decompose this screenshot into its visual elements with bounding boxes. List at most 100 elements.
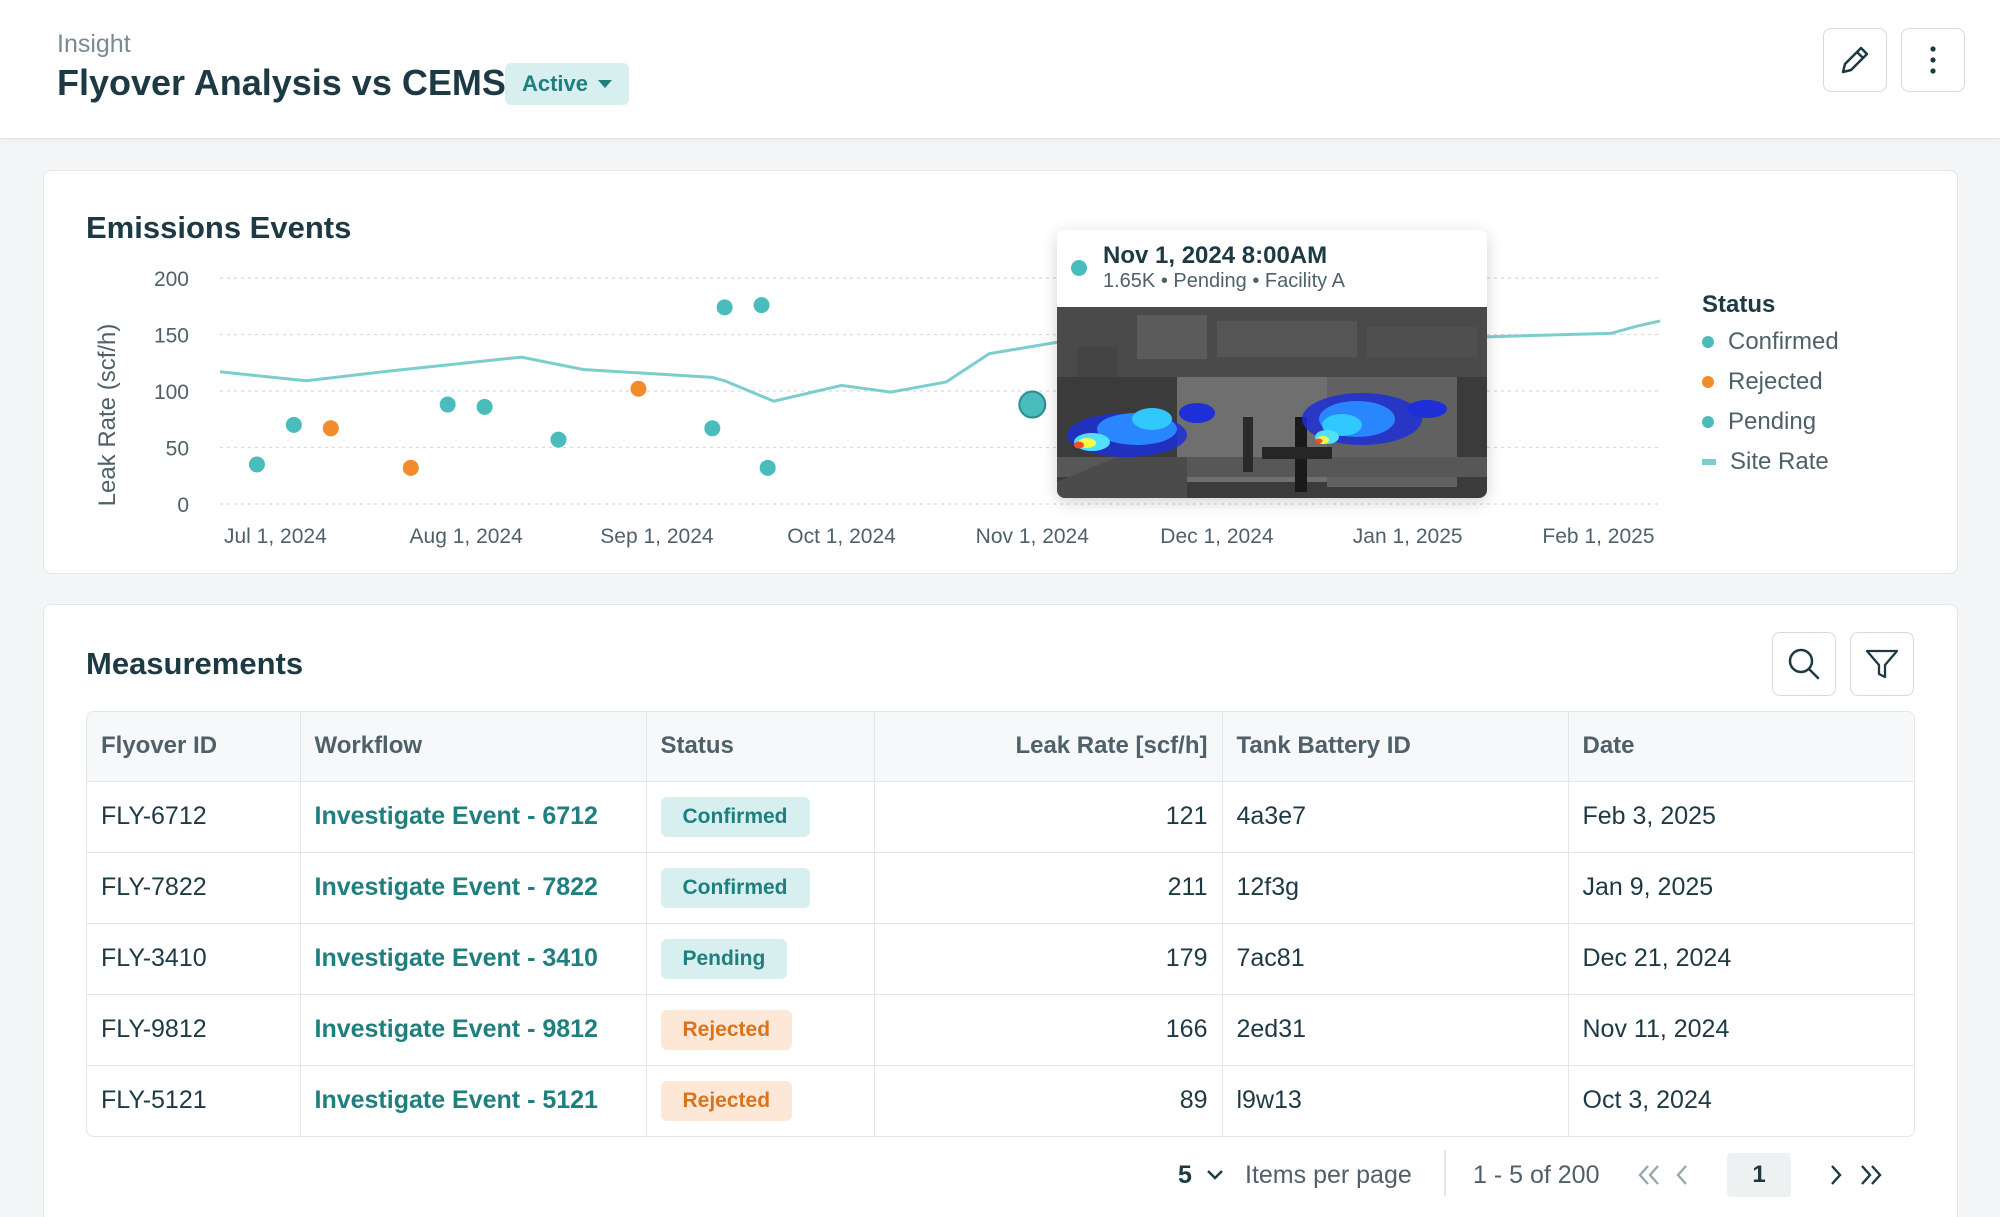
- workflow-link[interactable]: Investigate Event - 3410: [314, 944, 598, 972]
- legend-label: Confirmed: [1728, 328, 1839, 355]
- table-row[interactable]: FLY-5121 Investigate Event - 5121 Rejected…: [87, 1065, 1914, 1136]
- data-point-confirmed[interactable]: [439, 396, 456, 413]
- chart-title: Emissions Events: [86, 210, 352, 245]
- cell-workflow: Investigate Event - 5121: [300, 1065, 647, 1136]
- current-page[interactable]: 1: [1727, 1153, 1791, 1197]
- data-point-confirmed[interactable]: [476, 398, 493, 415]
- data-point-confirmed[interactable]: [550, 431, 567, 448]
- cell-tank-battery-id: 7ac81: [1222, 923, 1569, 995]
- per-page-select[interactable]: 5: [1178, 1155, 1230, 1195]
- table-row[interactable]: FLY-3410 Investigate Event - 3410 Pending 1…: [87, 923, 1914, 995]
- data-point-confirmed[interactable]: [716, 299, 733, 316]
- legend-dot-swatch: [1702, 416, 1714, 428]
- legend-dot-swatch: [1702, 376, 1714, 388]
- cell-date: Nov 11, 2024: [1568, 994, 1914, 1066]
- legend-item-rejected[interactable]: Rejected: [1702, 368, 1823, 396]
- next-page-icon[interactable]: [1824, 1160, 1848, 1190]
- flyover-thermal-image: [1057, 307, 1487, 498]
- y-tick-label: 100: [154, 381, 189, 404]
- cell-tank-battery-id: l9w13: [1222, 1065, 1569, 1136]
- workflow-link[interactable]: Investigate Event - 6712: [314, 802, 598, 830]
- legend-item-pending[interactable]: Pending: [1702, 408, 1816, 436]
- data-point-rejected[interactable]: [322, 420, 339, 437]
- column-header-workflow[interactable]: Workflow: [300, 712, 647, 782]
- search-button[interactable]: [1772, 632, 1836, 696]
- cell-date: Dec 21, 2024: [1568, 923, 1914, 995]
- table-row[interactable]: FLY-6712 Investigate Event - 6712 Confirme…: [87, 781, 1914, 853]
- y-tick-label: 50: [166, 438, 189, 461]
- table-title: Measurements: [86, 646, 304, 681]
- page-header: Insight Flyover Analysis vs CEMS Active: [0, 0, 2000, 139]
- status-badge: Confirmed: [660, 796, 810, 837]
- workflow-link[interactable]: Investigate Event - 7822: [314, 873, 598, 901]
- cell-leak-rate: 89: [874, 1065, 1223, 1136]
- column-header-date[interactable]: Date: [1568, 712, 1914, 782]
- column-header-tank-battery-id[interactable]: Tank Battery ID: [1222, 712, 1569, 782]
- cell-date: Feb 3, 2025: [1568, 781, 1914, 853]
- emissions-chart: 0 50 100 150 200 Jul 1, 2024 Aug 1, 2024 Sep 1…: [94, 268, 1661, 548]
- cell-flyover-id: FLY-6712: [87, 781, 301, 853]
- legend-dot-swatch: [1702, 336, 1714, 348]
- workflow-link[interactable]: Investigate Event - 5121: [314, 1086, 598, 1115]
- x-tick-label: Feb 1, 2025: [1542, 525, 1654, 548]
- data-point-pending[interactable]: [1018, 390, 1047, 419]
- filter-icon: [1865, 649, 1899, 679]
- cell-date: Oct 3, 2024: [1582, 1086, 1712, 1115]
- tooltip-title: Nov 1, 2024 8:00AM: [1103, 242, 1328, 269]
- search-icon: [1788, 648, 1820, 680]
- cell-leak-rate: 211: [874, 852, 1223, 924]
- filter-button[interactable]: [1850, 632, 1914, 696]
- x-tick-label: Aug 1, 2024: [410, 525, 524, 548]
- cell-workflow: Investigate Event - 9812: [300, 994, 647, 1066]
- cell-status: Rejected: [646, 994, 875, 1066]
- edit-button[interactable]: [1823, 28, 1887, 92]
- page-range: 1 - 5 of 200: [1473, 1160, 1600, 1189]
- cell-flyover-id: FLY-5121: [87, 1065, 301, 1136]
- data-point-confirmed[interactable]: [759, 459, 776, 476]
- per-page-value: 5: [1178, 1160, 1192, 1189]
- tooltip-status-dot: [1071, 260, 1087, 276]
- legend-label: Rejected: [1728, 368, 1823, 395]
- page-title: Flyover Analysis vs CEMS: [57, 62, 506, 103]
- page-eyebrow: Insight: [57, 30, 131, 58]
- column-header-status[interactable]: Status: [646, 712, 875, 782]
- data-point-confirmed[interactable]: [248, 456, 265, 473]
- caret-down-icon: [598, 80, 613, 88]
- data-point-confirmed[interactable]: [704, 420, 721, 437]
- cell-leak-rate: 166: [874, 994, 1223, 1066]
- legend-item-confirmed[interactable]: Confirmed: [1702, 328, 1839, 356]
- previous-page-icon[interactable]: [1670, 1160, 1694, 1190]
- workflow-link[interactable]: Investigate Event - 9812: [314, 1015, 598, 1043]
- data-point-confirmed[interactable]: [753, 297, 770, 314]
- x-tick-label: Jan 1, 2025: [1353, 525, 1463, 548]
- legend-label: Pending: [1728, 408, 1817, 435]
- first-page-icon[interactable]: [1632, 1160, 1664, 1190]
- cell-flyover-id: FLY-9812: [87, 994, 301, 1066]
- cell-status: Pending: [646, 923, 875, 995]
- table-header-row: Flyover ID Workflow Status Leak Rate [sc…: [87, 712, 1914, 782]
- x-tick-label: Jul 1, 2024: [224, 525, 327, 548]
- legend-title: Status: [1702, 291, 1776, 318]
- legend-item-site-rate[interactable]: Site Rate: [1702, 448, 1829, 476]
- y-tick-label: 0: [177, 494, 189, 517]
- x-tick-label: Sep 1, 2024: [600, 525, 714, 548]
- emissions-events-card: [43, 170, 1958, 574]
- status-dropdown-label: Active: [521, 71, 589, 96]
- pencil-icon: [1841, 46, 1869, 74]
- more-options-button[interactable]: [1901, 28, 1965, 92]
- data-point-confirmed[interactable]: [285, 416, 302, 433]
- table-row[interactable]: FLY-9812 Investigate Event - 9812 Rejected…: [87, 994, 1914, 1066]
- cell-tank-battery-id: 4a3e7: [1222, 781, 1569, 853]
- data-point-rejected[interactable]: [630, 380, 647, 397]
- status-badge: Rejected: [660, 1080, 793, 1121]
- cell-status: Rejected: [646, 1065, 875, 1136]
- column-header-flyover-id[interactable]: Flyover ID: [87, 712, 301, 782]
- data-point-rejected[interactable]: [402, 459, 419, 476]
- legend-line-swatch: [1702, 459, 1716, 465]
- last-page-icon[interactable]: [1856, 1160, 1888, 1190]
- status-badge: Rejected: [660, 1009, 793, 1050]
- column-header-leak-rate[interactable]: Leak Rate [scf/h]: [874, 712, 1223, 782]
- table-row[interactable]: FLY-7822 Investigate Event - 7822 Confirme…: [87, 852, 1914, 924]
- status-badge: Pending: [660, 938, 788, 979]
- status-dropdown[interactable]: Active: [505, 63, 629, 105]
